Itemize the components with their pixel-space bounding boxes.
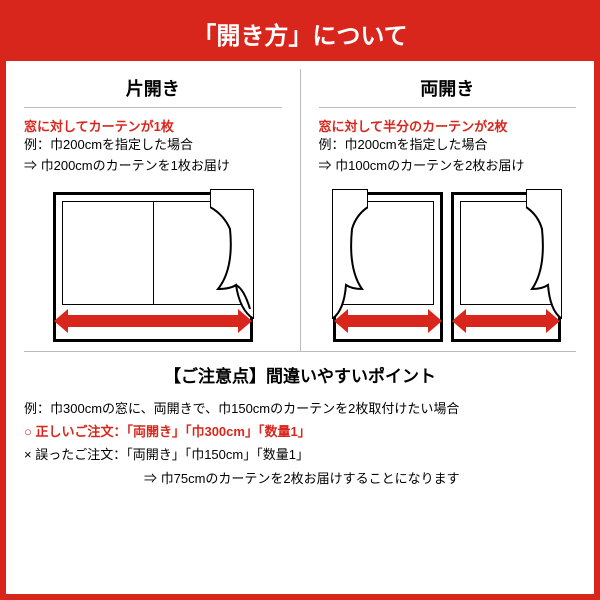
single-l1: 例：巾200cmを指定した場合 [24, 135, 282, 156]
notes-title: 【ご注意点】間違いやすいポイント [24, 362, 576, 387]
double-title: 両開き [319, 69, 577, 108]
window-single [53, 192, 253, 342]
single-l2: ⇒ 巾200cmのカーテンを1枚お届け [24, 156, 282, 177]
header-title: 「開き方」について [6, 6, 594, 61]
single-diagram [24, 187, 282, 347]
col-single: 片開き 窓に対してカーテンが1枚 例：巾200cmを指定した場合 ⇒ 巾200c… [6, 69, 300, 351]
single-title: 片開き [24, 69, 282, 108]
col-double: 両開き 窓に対して半分のカーテンが2枚 例：巾200cmを指定した場合 ⇒ 巾1… [300, 69, 595, 351]
window-right [451, 192, 561, 342]
notes-wrong: × 誤ったご注文：「両開き」「巾150cm」「数量1」 [24, 443, 576, 466]
width-arrow [464, 315, 548, 327]
double-red: 窓に対して半分のカーテンが2枚 [319, 116, 577, 135]
double-l1: 例：巾200cmを指定した場合 [319, 135, 577, 156]
width-arrow [346, 315, 430, 327]
single-red: 窓に対してカーテンが1枚 [24, 116, 282, 135]
pane-divider [153, 201, 154, 305]
notes-section: 【ご注意点】間違いやすいポイント 例：巾300cmの窓に、両開きで、巾150cm… [24, 351, 576, 491]
curtain-left-icon [332, 189, 368, 319]
double-l2: ⇒ 巾100cmのカーテンを2枚お届け [319, 156, 577, 177]
width-arrow [66, 315, 240, 327]
notes-correct: ○ 正しいご注文：「両開き」「巾300cm」「数量1」 [24, 424, 311, 439]
notes-wrong-result: ⇒ 巾75cmのカーテンを2枚お届けすることになります [24, 467, 576, 490]
window-left [333, 192, 443, 342]
windows-double [333, 192, 561, 342]
curtain-icon [210, 189, 254, 319]
double-diagram [319, 187, 577, 347]
infographic-frame: 「開き方」について 片開き 窓に対してカーテンが1枚 例：巾200cmを指定した… [0, 0, 600, 600]
columns: 片開き 窓に対してカーテンが1枚 例：巾200cmを指定した場合 ⇒ 巾200c… [6, 61, 594, 351]
curtain-right-icon [526, 189, 562, 319]
notes-example: 例：巾300cmの窓に、両開きで、巾150cmのカーテンを2枚取付けたい場合 [24, 397, 576, 420]
